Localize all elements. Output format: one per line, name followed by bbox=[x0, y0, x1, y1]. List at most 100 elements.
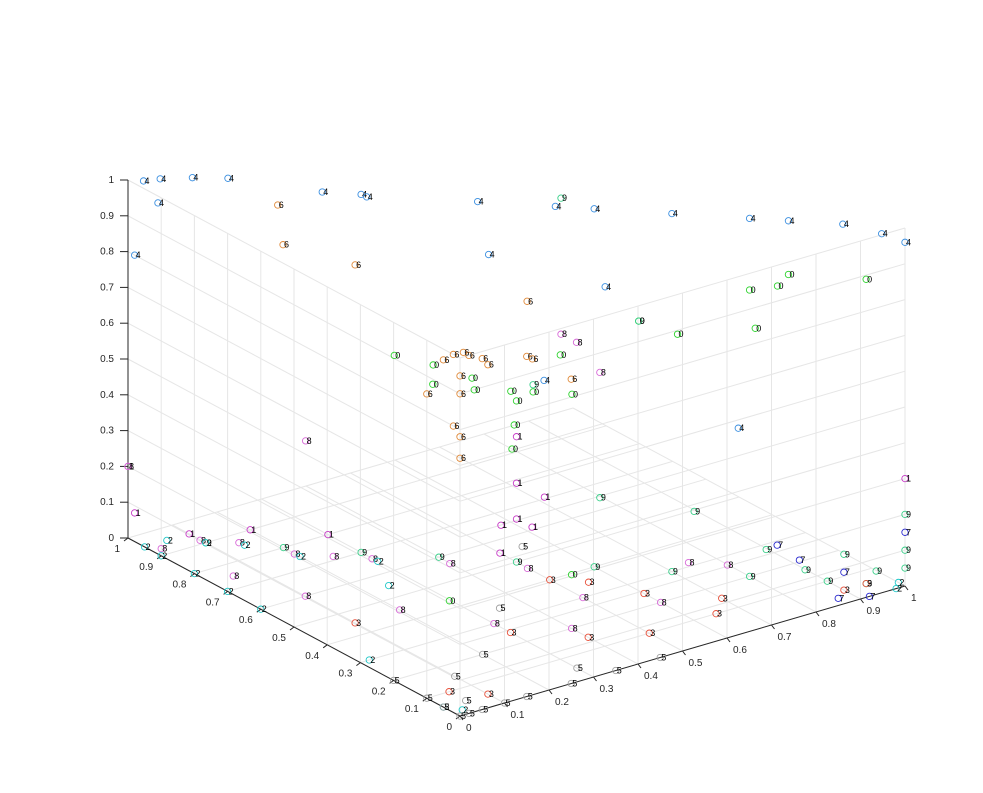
x-tick bbox=[682, 650, 686, 656]
floor-grid-line bbox=[127, 407, 574, 539]
point-label: 6 bbox=[483, 354, 488, 364]
data-point: 2 bbox=[296, 552, 306, 562]
point-marker bbox=[572, 338, 581, 346]
data-point: 0 bbox=[512, 396, 523, 406]
point-marker bbox=[590, 563, 598, 571]
point-marker bbox=[584, 633, 592, 641]
point-marker bbox=[229, 572, 237, 580]
data-point: 4 bbox=[668, 209, 678, 219]
point-label: 3 bbox=[650, 628, 655, 638]
data-point: 2 bbox=[365, 655, 375, 665]
point-marker bbox=[894, 578, 903, 587]
point-marker bbox=[901, 474, 909, 483]
point-marker bbox=[901, 564, 909, 572]
point-label: 4 bbox=[739, 423, 744, 433]
point-marker bbox=[512, 433, 521, 441]
y-tick bbox=[156, 555, 162, 560]
point-label: 5 bbox=[578, 663, 583, 673]
point-label: 7 bbox=[906, 527, 911, 537]
data-point: 8 bbox=[579, 593, 589, 603]
point-marker bbox=[690, 507, 698, 516]
point-label: 0 bbox=[395, 350, 400, 360]
point-marker bbox=[140, 543, 149, 551]
x-tick bbox=[593, 676, 597, 682]
point-label: 4 bbox=[595, 204, 600, 214]
point-label: 8 bbox=[451, 559, 456, 569]
point-label: 2 bbox=[379, 556, 384, 566]
y-tick bbox=[190, 573, 195, 577]
point-marker bbox=[154, 199, 162, 207]
data-point: 1 bbox=[496, 548, 506, 558]
point-marker bbox=[834, 594, 842, 602]
point-label: 6 bbox=[454, 349, 459, 359]
data-point: 2 bbox=[240, 540, 251, 550]
data-point: 0 bbox=[745, 285, 756, 295]
data-point: 0 bbox=[567, 570, 578, 580]
point-marker bbox=[745, 214, 754, 223]
data-point: 6 bbox=[274, 200, 284, 210]
point-label: 5 bbox=[467, 696, 472, 706]
point-marker bbox=[795, 556, 804, 564]
point-label: 3 bbox=[845, 585, 850, 595]
y-tick-label: 0.4 bbox=[305, 651, 319, 662]
point-marker bbox=[557, 330, 565, 338]
point-marker bbox=[458, 706, 466, 714]
z-tick-label: 0.6 bbox=[100, 318, 114, 329]
data-point: 4 bbox=[130, 250, 141, 260]
point-label: 5 bbox=[572, 679, 577, 689]
data-point: 3 bbox=[840, 585, 850, 595]
data-point: 0 bbox=[429, 360, 439, 370]
data-point: 9 bbox=[279, 543, 289, 553]
point-marker bbox=[223, 587, 232, 596]
point-label: 4 bbox=[159, 198, 164, 208]
data-point: 3 bbox=[645, 628, 655, 638]
point-marker bbox=[784, 217, 793, 225]
y-tick-label: 0.6 bbox=[239, 615, 253, 626]
data-point: 0 bbox=[673, 329, 684, 339]
point-marker bbox=[878, 230, 886, 238]
point-label: 0 bbox=[679, 329, 684, 339]
point-marker bbox=[840, 550, 848, 558]
point-label: 1 bbox=[518, 514, 523, 524]
point-label: 0 bbox=[779, 281, 784, 291]
data-point: 6 bbox=[456, 389, 466, 399]
data-point: 0 bbox=[470, 385, 480, 395]
point-label: 6 bbox=[461, 371, 466, 381]
point-label: 2 bbox=[195, 569, 200, 579]
data-point: 5 bbox=[567, 679, 577, 689]
point-marker bbox=[745, 572, 754, 581]
point-marker bbox=[584, 578, 593, 586]
point-label: 3 bbox=[589, 632, 594, 642]
point-label: 0 bbox=[515, 420, 520, 430]
wall-grid-line bbox=[459, 334, 906, 466]
data-point: 4 bbox=[839, 219, 849, 229]
wall-grid-line bbox=[459, 406, 906, 538]
point-label: 8 bbox=[307, 436, 312, 446]
y-tick-label: 0 bbox=[446, 722, 452, 733]
point-marker bbox=[124, 462, 132, 471]
data-point: 8 bbox=[684, 558, 695, 568]
point-marker bbox=[451, 672, 459, 680]
point-marker bbox=[901, 546, 909, 554]
data-point: 9 bbox=[596, 493, 606, 503]
point-label: 9 bbox=[751, 571, 756, 581]
point-marker bbox=[395, 606, 404, 614]
point-label: 0 bbox=[434, 360, 439, 370]
point-label: 5 bbox=[484, 649, 489, 659]
data-point: 4 bbox=[224, 173, 234, 183]
point-label: 9 bbox=[562, 193, 567, 203]
data-point: 8 bbox=[446, 559, 456, 569]
point-marker bbox=[157, 552, 165, 560]
point-marker bbox=[318, 188, 326, 196]
data-point: 3 bbox=[445, 687, 455, 697]
point-label: 8 bbox=[573, 623, 578, 633]
point-marker bbox=[862, 579, 870, 588]
point-label: 9 bbox=[906, 545, 911, 555]
point-marker bbox=[473, 197, 482, 206]
point-marker bbox=[490, 619, 498, 628]
point-marker bbox=[185, 530, 193, 538]
point-marker bbox=[224, 174, 232, 182]
data-point: 6 bbox=[459, 347, 469, 357]
point-label: 1 bbox=[545, 492, 550, 502]
data-point: 4 bbox=[484, 250, 495, 260]
